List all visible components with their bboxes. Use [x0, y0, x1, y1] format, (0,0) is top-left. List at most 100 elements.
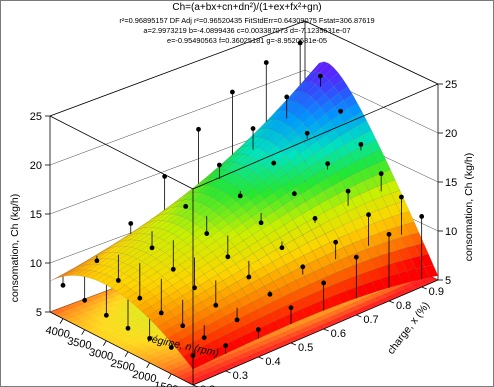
chart-title-equation: Ch=(a+bx+cn+dn²)/(1+ex+fx²+gn) [172, 2, 322, 13]
data-point [304, 130, 310, 136]
z-tick-label-right: 5 [445, 275, 451, 287]
data-point [378, 171, 384, 177]
data-point [300, 264, 306, 270]
n-tick [167, 373, 172, 380]
x-tick [225, 370, 231, 374]
fit-statistics-line: r²=0.96895157 DF Adj r²=0.96520435 FitSt… [119, 16, 375, 25]
n-tick [124, 351, 129, 358]
x-tick-label: 0.4 [265, 356, 280, 368]
data-point [213, 302, 219, 308]
z-axis-label-right: consomation, Ch (kg/h) [463, 153, 475, 262]
data-point [223, 343, 229, 348]
data-point [82, 297, 88, 303]
data-point [201, 335, 207, 341]
z-tick-label-left: 15 [30, 209, 42, 221]
z-axis-label-left: consomation, Ch (kg/h) [9, 194, 21, 303]
data-point [255, 327, 261, 332]
coefficients-line-1: a=2.9973219 b=-4.0899436 c=0.003387073 d… [143, 26, 351, 35]
data-point [115, 278, 121, 283]
data-point [94, 258, 100, 264]
z-tick-label-left: 25 [30, 111, 42, 123]
x-tick [421, 286, 427, 290]
data-point [229, 89, 235, 95]
surface-cell [371, 278, 386, 292]
x-tick-label: 0.2 [200, 384, 215, 387]
x-tick-label: 0.3 [233, 370, 248, 382]
data-point [60, 282, 66, 288]
surface-cell [362, 281, 377, 295]
data-point [216, 162, 222, 168]
axis-ticks: 5 5 10 10 15 15 20 20 25 25 1500200025003000350040… [30, 79, 457, 387]
surface-cell [398, 270, 412, 284]
data-point [284, 94, 290, 100]
data-point [128, 221, 134, 226]
x-tick [356, 314, 362, 318]
z-tick-label-right: 25 [445, 79, 457, 91]
data-point [196, 126, 201, 132]
grid-line [49, 69, 306, 166]
n-tick [102, 340, 107, 346]
x-tick [290, 342, 297, 346]
x-tick-label: 0.6 [331, 328, 346, 340]
data-point [279, 245, 285, 251]
coefficients-line-2: e=-0.95490563 f=0.36025181 g=-8.9520681e… [166, 36, 328, 45]
box-edge [49, 311, 194, 386]
surface-cell [336, 290, 351, 304]
fitted-surface [49, 61, 439, 370]
x-tick [323, 328, 329, 332]
data-point [170, 266, 176, 272]
surface-cell [345, 287, 360, 301]
data-point [267, 291, 273, 297]
data-point [237, 193, 243, 199]
n-tick-label: 4000 [44, 324, 70, 341]
surface-cell [231, 336, 246, 349]
data-point [263, 60, 269, 65]
data-point [297, 40, 303, 46]
surface-cell [301, 305, 316, 318]
x-tick-label: 0.5 [298, 342, 313, 354]
data-point [291, 191, 297, 197]
surface-cell [389, 273, 404, 287]
surface-cell [213, 345, 229, 357]
z-tick-label-right: 15 [445, 177, 457, 189]
data-point [158, 310, 164, 316]
n-tick-label: 1500 [153, 380, 179, 387]
data-point [168, 345, 174, 350]
data-point [345, 188, 351, 194]
data-point [234, 317, 240, 323]
data-point [125, 325, 131, 331]
data-point [366, 212, 371, 218]
surface-cell [275, 316, 290, 329]
x-tick-label: 0.8 [396, 300, 411, 312]
n-tick-label: 3000 [88, 346, 114, 363]
n-tick-label: 2500 [109, 357, 135, 374]
z-tick-label-right: 20 [445, 128, 457, 140]
data-point [358, 141, 364, 147]
data-point [250, 126, 256, 131]
data-point [321, 280, 327, 286]
x-tick-label: 0.7 [363, 314, 378, 326]
data-point [353, 254, 359, 260]
data-point [419, 214, 425, 219]
z-tick-label-right: 10 [445, 226, 457, 238]
z-tick-label-left: 20 [30, 160, 42, 172]
x-tick [388, 300, 395, 304]
data-point [318, 73, 323, 79]
data-point [399, 194, 404, 200]
data-point [325, 161, 331, 167]
box-edge [49, 20, 306, 117]
data-point [258, 220, 264, 226]
z-tick-label-left: 10 [30, 258, 42, 270]
n-tick [81, 329, 86, 335]
data-point [333, 239, 339, 245]
data-point [137, 295, 143, 301]
data-point [204, 231, 210, 236]
box-edge [192, 83, 439, 190]
data-point [288, 305, 294, 311]
box-edge [304, 20, 439, 85]
front-box-edges [49, 20, 439, 386]
n-tick [146, 362, 151, 369]
data-point [386, 231, 392, 237]
x-tick [258, 356, 264, 360]
